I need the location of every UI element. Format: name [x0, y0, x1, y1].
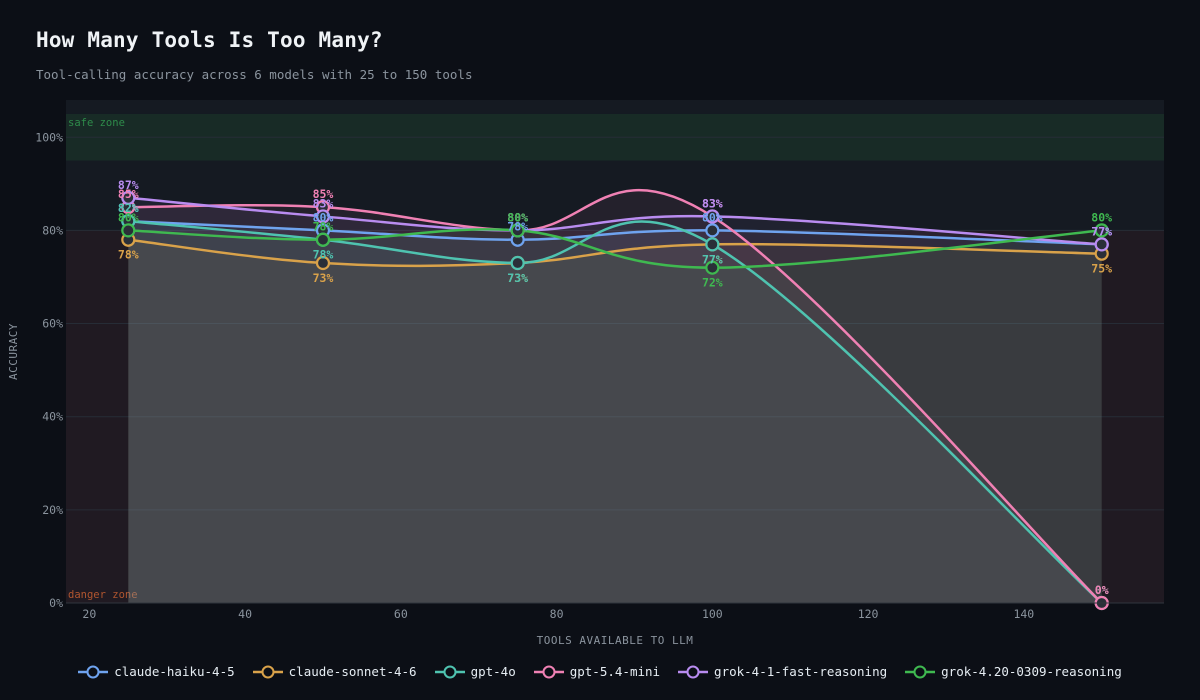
area-fills [128, 190, 1102, 603]
line-gpt-4o [128, 219, 1103, 603]
data-label: 87% [118, 178, 139, 192]
data-label: 75% [1091, 262, 1112, 276]
area-grok-4.20-0309-reasoning [128, 229, 1102, 603]
chart-title: How Many Tools Is Too Many? [36, 28, 383, 52]
y-tick-label: 40% [42, 410, 63, 424]
legend-label: claude-sonnet-4-6 [288, 664, 417, 679]
legend-label: grok-4.20-0309-reasoning [941, 664, 1122, 679]
area-claude-haiku-4-5 [128, 221, 1102, 603]
line-gpt-5.4-mini [128, 188, 1103, 603]
x-tick-label: 40 [238, 607, 252, 621]
data-point [315, 232, 331, 247]
data-label: 85% [118, 187, 139, 201]
legend-swatch [678, 665, 709, 678]
x-tick-label: 80 [550, 607, 564, 621]
y-axis-label: ACCURACY [7, 323, 20, 380]
y-tick-label: 0% [49, 596, 63, 610]
legend-swatch [252, 665, 283, 678]
data-label: 82% [118, 201, 139, 215]
data-label: 83% [313, 196, 334, 210]
chart-subtitle: Tool-calling accuracy across 6 models wi… [36, 67, 473, 82]
data-label: 78% [507, 220, 528, 234]
x-tick-label: 60 [394, 607, 408, 621]
data-label: 80% [507, 210, 528, 224]
legend-swatch [434, 665, 465, 678]
x-tick-label: 140 [1013, 607, 1034, 621]
legend-item: gpt-4o [434, 664, 516, 679]
data-point [705, 209, 720, 224]
zone-label-danger: danger zone [68, 589, 138, 601]
data-label: 78% [313, 248, 334, 262]
data-point [315, 255, 331, 271]
legend-item: claude-haiku-4-5 [78, 664, 235, 679]
line-claude-sonnet-4-6 [128, 238, 1102, 268]
data-label: 73% [507, 271, 528, 285]
legend-item: claude-sonnet-4-6 [252, 664, 417, 679]
data-label: 72% [702, 276, 723, 290]
area-gpt-4o [128, 221, 1102, 603]
data-point [510, 223, 525, 238]
data-point [1094, 237, 1109, 252]
data-label: 80% [702, 210, 723, 224]
chart-legend: claude-haiku-4-5 claude-sonnet-4-6 gpt-4o g… [0, 664, 1200, 679]
data-label: 77% [1091, 224, 1112, 238]
data-point [121, 190, 136, 205]
data-point [510, 255, 525, 271]
line-grok-4.20-0309-reasoning [128, 228, 1102, 269]
data-label: 80% [118, 210, 139, 224]
data-label: 77% [702, 252, 723, 266]
line-claude-haiku-4-5 [128, 219, 1102, 246]
data-label: 0% [1095, 583, 1109, 597]
data-label: 78% [313, 220, 334, 234]
legend-item: gpt-5.4-mini [533, 664, 661, 679]
y-tick-label: 100% [35, 130, 63, 144]
data-label: 77% [702, 252, 723, 266]
legend-item: grok-4-1-fast-reasoning [678, 664, 887, 679]
data-label: 78% [118, 248, 139, 262]
area-grok-4-1-fast-reasoning [128, 197, 1102, 603]
data-label: 73% [507, 271, 528, 285]
x-tick-label: 100 [702, 607, 723, 621]
legend-swatch [905, 665, 936, 678]
legend-label: claude-haiku-4-5 [114, 664, 235, 679]
y-tick-label: 80% [42, 223, 63, 237]
data-label: 0% [1095, 583, 1109, 597]
x-tick-label: 20 [82, 607, 96, 621]
line-grok-4-1-fast-reasoning [128, 196, 1102, 246]
data-labels: 82%80%78%80%77%78%73% 73%77%75%82%78%73%7… [118, 178, 1112, 597]
area-gpt-5.4-mini [128, 190, 1102, 603]
series-lines [128, 188, 1103, 603]
data-label: 85% [313, 187, 334, 201]
x-tick-label: 120 [858, 607, 879, 621]
data-label: 83% [702, 196, 723, 210]
data-label: 80% [507, 210, 528, 224]
data-label: 80% [507, 210, 528, 224]
data-label: 83% [702, 196, 723, 210]
data-point [121, 223, 136, 238]
legend-label: grok-4-1-fast-reasoning [714, 664, 888, 679]
legend-label: gpt-5.4-mini [569, 664, 661, 679]
data-point [705, 223, 720, 238]
data-point [1094, 223, 1109, 238]
area-claude-sonnet-4-6 [128, 239, 1102, 603]
zone-label-safe: safe zone [68, 117, 125, 129]
series-points [121, 190, 1109, 611]
data-label: 73% [313, 271, 334, 285]
legend-swatch [533, 665, 564, 678]
legend-swatch [78, 665, 109, 678]
data-label: 80% [313, 210, 334, 224]
data-label: 77% [1091, 224, 1112, 238]
data-point [315, 209, 331, 224]
data-point [705, 237, 720, 252]
data-label: 80% [1091, 210, 1112, 224]
legend-item: grok-4.20-0309-reasoning [905, 664, 1122, 679]
legend-label: gpt-4o [470, 664, 516, 679]
y-tick-label: 60% [42, 317, 63, 331]
data-point [705, 260, 720, 275]
x-axis-label: TOOLS AVAILABLE TO LLM [537, 634, 694, 647]
y-tick-label: 20% [42, 503, 63, 517]
data-label: 82% [118, 201, 139, 215]
